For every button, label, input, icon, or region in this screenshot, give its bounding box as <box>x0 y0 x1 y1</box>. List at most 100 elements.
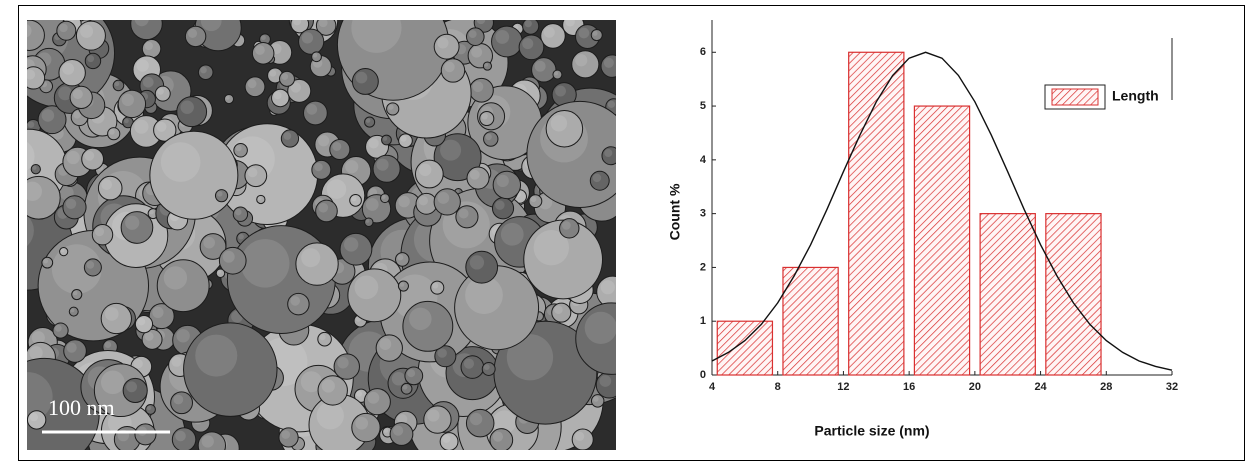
particle-highlight <box>495 30 510 44</box>
particle <box>466 166 490 190</box>
particle-highlight <box>365 198 379 211</box>
particle-highlight <box>554 305 563 315</box>
particle <box>199 233 227 260</box>
particle <box>290 20 310 34</box>
particle <box>540 23 566 49</box>
particle <box>97 175 123 201</box>
particle-highlight <box>592 173 602 183</box>
y-tick-label: 0 <box>700 369 706 381</box>
particle <box>483 131 499 147</box>
particle-highlight <box>500 222 524 246</box>
bar <box>848 51 905 376</box>
particle-highlight <box>314 162 323 172</box>
particle-highlight <box>281 430 291 439</box>
particle-highlight <box>104 341 112 348</box>
particle <box>134 423 157 446</box>
particle-highlight <box>388 104 394 110</box>
particle <box>590 394 605 408</box>
particle-highlight <box>397 254 404 261</box>
particle-highlight <box>437 192 450 204</box>
particle-highlight <box>437 37 449 49</box>
particle-highlight <box>543 26 555 38</box>
particle-highlight <box>157 88 164 95</box>
particle-highlight <box>43 258 49 264</box>
particle-highlight <box>134 20 149 27</box>
particle-highlight <box>86 261 95 269</box>
particle <box>395 252 410 267</box>
particle <box>381 134 392 146</box>
particle-highlight <box>70 308 75 313</box>
legend-label: Length <box>1112 88 1159 104</box>
particle <box>233 143 248 158</box>
particle <box>295 242 339 286</box>
y-axis-label: Count % <box>667 183 683 240</box>
particle-highlight <box>355 416 369 430</box>
bar <box>979 213 1036 376</box>
particle <box>571 50 600 79</box>
particle <box>37 105 67 135</box>
particle-highlight <box>146 405 152 411</box>
particle-highlight <box>554 71 559 76</box>
particle <box>153 118 177 142</box>
particle-highlight <box>240 239 290 288</box>
particle-highlight <box>27 372 53 422</box>
particle-highlight <box>368 138 379 149</box>
particle <box>232 206 249 222</box>
particle <box>386 102 400 116</box>
particle-highlight <box>104 307 119 321</box>
particle-highlight <box>149 209 154 215</box>
particle-highlight <box>247 79 257 89</box>
particle-highlight <box>180 100 194 114</box>
particle-highlight <box>345 160 359 174</box>
particle-highlight <box>365 219 370 223</box>
particle-highlight <box>418 163 432 177</box>
particle <box>433 133 482 182</box>
x-tick-label: 32 <box>1166 381 1178 393</box>
particle <box>333 353 360 380</box>
particle-highlight <box>318 135 330 147</box>
particle <box>244 76 266 98</box>
particle <box>351 68 379 95</box>
particle <box>176 96 208 128</box>
particle <box>27 175 61 220</box>
particle-highlight <box>465 276 503 315</box>
particle-highlight <box>225 95 230 100</box>
particle-highlight <box>600 280 615 295</box>
particle-highlight <box>565 20 575 27</box>
particle <box>298 28 325 55</box>
particle <box>551 302 572 323</box>
particle-highlight <box>469 412 483 426</box>
particle-highlight <box>604 148 613 158</box>
y-tick-label: 4 <box>700 154 707 166</box>
particle-highlight <box>530 196 537 203</box>
particle-highlight <box>485 133 492 141</box>
particle <box>379 193 390 204</box>
particle <box>481 362 496 376</box>
particle <box>523 219 604 300</box>
particle-highlight <box>62 62 75 75</box>
particle-highlight <box>599 375 612 387</box>
particle-highlight <box>126 381 138 393</box>
particle <box>389 422 414 446</box>
particle <box>315 20 337 36</box>
particle <box>244 164 268 188</box>
x-tick-label: 8 <box>775 381 781 393</box>
particle-highlight <box>217 270 222 274</box>
particle-highlight <box>440 139 462 161</box>
particle <box>278 427 299 448</box>
particle <box>339 232 373 266</box>
particle-highlight <box>27 24 32 38</box>
particle <box>156 259 210 313</box>
particle-highlight <box>318 20 328 28</box>
particle-highlight <box>176 329 190 343</box>
particle <box>81 147 105 171</box>
particle-highlight <box>469 169 480 180</box>
particle <box>400 382 413 395</box>
particle <box>30 164 41 175</box>
particle <box>287 292 310 316</box>
particle-highlight <box>444 61 455 73</box>
particle <box>223 93 235 105</box>
particle-highlight <box>222 250 235 263</box>
particle-highlight <box>524 20 532 28</box>
particle <box>559 218 580 239</box>
